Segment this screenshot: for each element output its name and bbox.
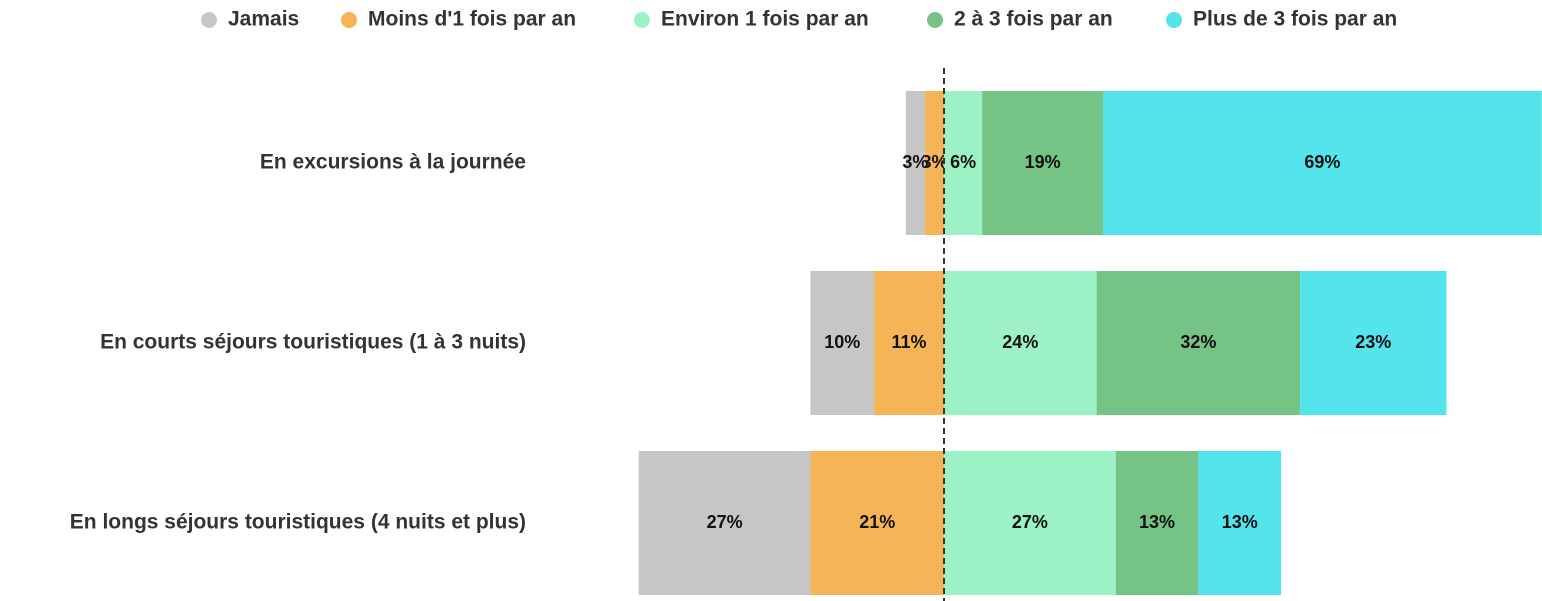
data-label: 10% [824, 332, 860, 352]
data-label: 13% [1139, 512, 1175, 532]
legend-marker [1166, 12, 1182, 28]
legend-label: Moins d'1 fois par an [368, 8, 576, 31]
data-label: 19% [1025, 152, 1061, 172]
bar-segment [1103, 91, 1542, 235]
bar-segment [874, 271, 944, 415]
legend-label: Environ 1 fois par an [661, 8, 869, 31]
data-label: 69% [1304, 152, 1340, 172]
bar-segment [1096, 271, 1301, 415]
category-label: En longs séjours touristiques (4 nuits e… [70, 511, 526, 534]
bar-segment [810, 451, 944, 595]
legend-marker [927, 12, 943, 28]
bar-segment [1300, 271, 1447, 415]
data-label: 6% [950, 152, 976, 172]
legend-marker [201, 12, 217, 28]
bar-segment [1115, 451, 1199, 595]
data-label: 23% [1355, 332, 1391, 352]
bar-segment [1198, 451, 1282, 595]
bar-segment [982, 91, 1103, 235]
legend-marker [634, 12, 650, 28]
data-label: 27% [707, 512, 743, 532]
data-label: 11% [891, 332, 926, 352]
legend-label: Jamais [228, 8, 299, 31]
data-label: 3% [921, 152, 947, 172]
bar-segment [924, 91, 944, 235]
data-label: 24% [1002, 332, 1038, 352]
legend-label: 2 à 3 fois par an [954, 8, 1113, 31]
category-label: En courts séjours touristiques (1 à 3 nu… [100, 331, 526, 354]
bar-segment [638, 451, 811, 595]
bar-segment [905, 91, 925, 235]
bar-segment [944, 91, 983, 235]
bar-segment [944, 271, 1097, 415]
data-label: 3% [902, 152, 928, 172]
bar-segment [944, 451, 1116, 595]
legend-marker [341, 12, 357, 28]
bar-segment [810, 271, 875, 415]
data-label: 13% [1222, 512, 1258, 532]
data-label: 27% [1012, 512, 1048, 532]
legend-label: Plus de 3 fois par an [1193, 8, 1397, 31]
data-label: 21% [859, 512, 895, 532]
category-label: En excursions à la journée [260, 151, 526, 174]
data-label: 32% [1180, 332, 1216, 352]
